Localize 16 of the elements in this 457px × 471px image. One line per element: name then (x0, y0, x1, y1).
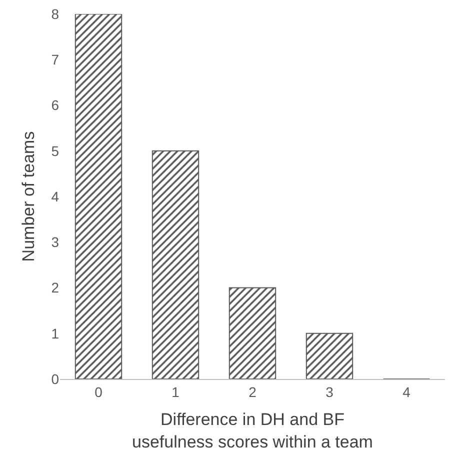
x-axis-title: Difference in DH and BF usefulness scores within a team (132, 410, 373, 452)
x-tick-label: 2 (248, 384, 257, 400)
y-tick-label: 6 (51, 97, 60, 114)
y-tick-label: 4 (51, 188, 60, 204)
y-tick-label: 1 (51, 325, 60, 342)
x-tick-label: 4 (402, 384, 411, 400)
x-tick-label: 0 (94, 384, 103, 400)
x-tick-label: 1 (172, 384, 180, 400)
y-tick-label: 2 (51, 280, 60, 296)
y-tick-label: 0 (51, 370, 60, 387)
y-axis-title: Number of teams (18, 131, 38, 262)
x-tick-label: 3 (326, 384, 334, 400)
y-tick-label: 3 (51, 234, 60, 250)
y-tick-label: 8 (51, 6, 60, 22)
y-tick-label: 7 (51, 52, 60, 68)
y-tick-label: 5 (51, 142, 60, 159)
